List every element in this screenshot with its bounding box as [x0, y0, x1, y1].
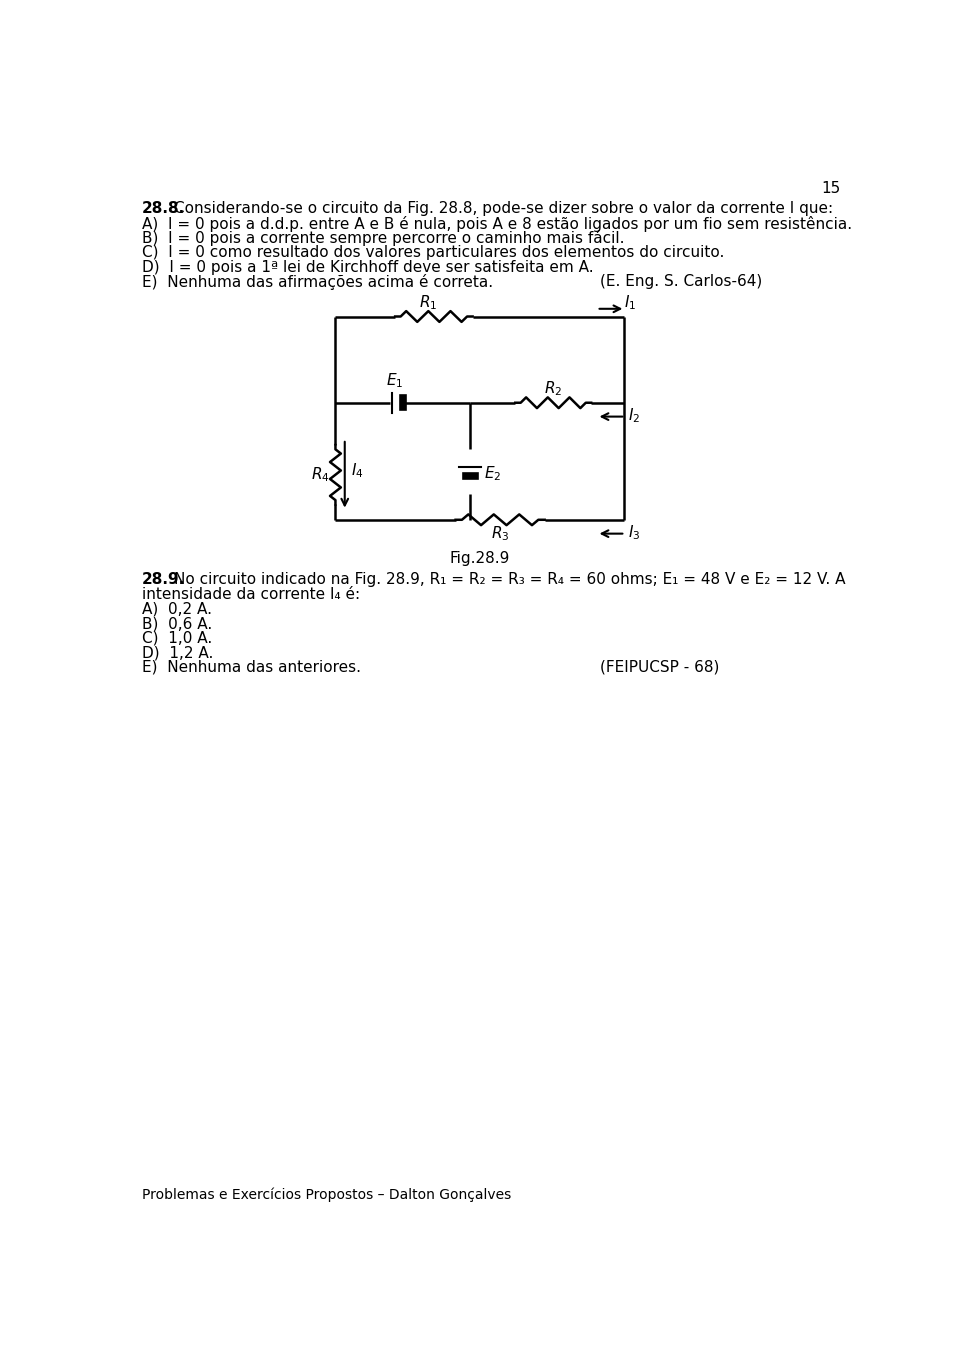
Text: $R_2$: $R_2$	[544, 380, 563, 398]
Text: D)  1,2 A.: D) 1,2 A.	[142, 645, 213, 660]
Text: $I_4$: $I_4$	[351, 462, 364, 480]
Text: Fig.28.9: Fig.28.9	[449, 551, 510, 566]
Text: E)  Nenhuma das anteriores.: E) Nenhuma das anteriores.	[142, 660, 361, 675]
Text: C)  1,0 A.: C) 1,0 A.	[142, 630, 212, 645]
Text: Considerando-se o circuito da Fig. 28.8, pode-se dizer sobre o valor da corrente: Considerando-se o circuito da Fig. 28.8,…	[175, 201, 833, 216]
Text: intensidade da corrente I₄ é:: intensidade da corrente I₄ é:	[142, 586, 360, 601]
Text: $R_1$: $R_1$	[419, 293, 437, 312]
Text: $R_3$: $R_3$	[491, 525, 510, 543]
Text: $I_3$: $I_3$	[628, 524, 640, 543]
Text: $R_4$: $R_4$	[310, 465, 329, 484]
Text: 28.8.: 28.8.	[142, 201, 185, 216]
Text: 28.9.: 28.9.	[142, 573, 185, 588]
Text: (E. Eng. S. Carlos-64): (E. Eng. S. Carlos-64)	[601, 275, 763, 290]
Text: C)  I = 0 como resultado dos valores particulares dos elementos do circuito.: C) I = 0 como resultado dos valores part…	[142, 245, 724, 260]
Text: B)  I = 0 pois a corrente sempre percorre o caminho mais fácil.: B) I = 0 pois a corrente sempre percorre…	[142, 230, 624, 246]
Text: $I_2$: $I_2$	[628, 406, 639, 425]
Text: B)  0,6 A.: B) 0,6 A.	[142, 617, 212, 632]
Text: D)  I = 0 pois a 1ª lei de Kirchhoff deve ser satisfeita em A.: D) I = 0 pois a 1ª lei de Kirchhoff deve…	[142, 260, 593, 275]
Text: (FEIPUCSP - 68): (FEIPUCSP - 68)	[601, 660, 720, 675]
Text: No circuito indicado na Fig. 28.9, R₁ = R₂ = R₃ = R₄ = 60 ohms; E₁ = 48 V e E₂ =: No circuito indicado na Fig. 28.9, R₁ = …	[175, 573, 846, 588]
Text: $E_2$: $E_2$	[484, 465, 501, 483]
Text: E)  Nenhuma das afirmações acima é correta.: E) Nenhuma das afirmações acima é corret…	[142, 275, 492, 290]
Text: Problemas e Exercícios Propostos – Dalton Gonçalves: Problemas e Exercícios Propostos – Dalto…	[142, 1188, 511, 1202]
Text: A)  0,2 A.: A) 0,2 A.	[142, 601, 212, 617]
Text: $E_1$: $E_1$	[386, 372, 403, 391]
Text: 15: 15	[822, 180, 841, 195]
Text: A)  I = 0 pois a d.d.p. entre A e B é nula, pois A e 8 estão ligados por um fio : A) I = 0 pois a d.d.p. entre A e B é nul…	[142, 216, 852, 231]
Text: $I_1$: $I_1$	[624, 293, 636, 312]
